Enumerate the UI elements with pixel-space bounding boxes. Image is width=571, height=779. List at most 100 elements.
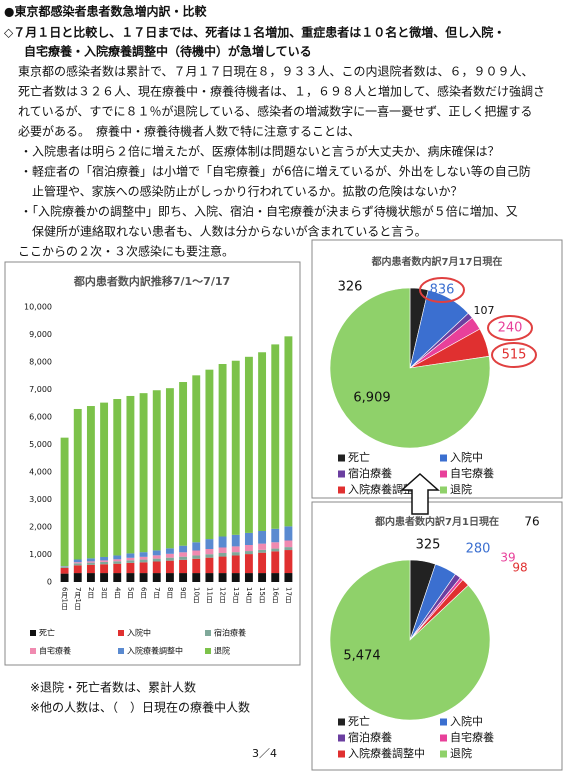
data-label: 98 [512,561,527,575]
x-tick-label: 3日 [100,587,108,600]
data-label: 76 [524,515,539,529]
summary: 自宅療養・入院療養調整中（待機中）が急増している [24,44,312,59]
bar-segment [113,555,122,560]
bar-segment [165,553,174,558]
bar-segment [258,549,267,553]
x-tick-label: 7日 [153,587,161,600]
y-tick-label: 6,000 [29,413,52,422]
bar-segment [258,573,267,582]
bar-segment [231,552,240,556]
legend-swatch [440,734,447,742]
x-tick-label: 14日 [245,587,253,604]
bar-segment [192,375,201,543]
bar-segment [258,543,267,550]
bar-segment [192,542,201,551]
bar-segment [218,547,227,553]
bar-segment [86,573,95,582]
bar-segment [231,360,240,535]
chart-title: 都内患者数内訳7月1日現在 [374,515,499,528]
note: ※退院・死亡者数は、累計人数 [30,680,196,695]
data-label: 326 [338,280,363,295]
y-tick-label: 10,000 [24,303,52,312]
bar-segment [100,556,109,561]
x-tick-label: 8日 [166,587,174,600]
bar-segment [179,382,188,546]
pie-slice [329,287,491,449]
bar-segment [73,562,82,564]
bar-segment [284,540,293,548]
bar-segment [126,553,135,558]
bar-segment [179,545,188,553]
bar-segment [86,564,95,574]
bar-segment [231,555,240,574]
bar-segment [205,573,214,582]
bar-segment [218,573,227,582]
bar-segment [192,550,201,556]
bar-segment [86,561,95,563]
highlight [419,277,465,303]
x-tick-label: 5日 [126,587,134,600]
bar-segment [231,534,240,547]
data-label: 39 [500,551,515,565]
legend-label: 宿泊療養 [348,730,392,744]
bar-segment [152,390,161,551]
bar-segment [139,556,148,560]
bar-segment [271,528,280,543]
legend-label: 入院療養調整中 [348,482,425,496]
bar-segment [231,573,240,582]
legend-label: 自宅療養 [39,646,71,656]
x-tick-label: 17日 [284,587,292,604]
bar-segment [86,406,95,559]
pie-slice [329,559,491,721]
bar-segment [244,545,253,552]
bar-segment [73,563,82,566]
x-tick-label: 4日 [113,587,121,600]
bar-segment [113,399,122,556]
bar-segment [152,555,161,559]
bar-segment [192,573,201,582]
bar-segment [205,539,214,549]
bar-segment [165,388,174,549]
bar-segment [258,352,267,531]
y-tick-label: 7,000 [29,385,52,394]
x-tick-label: 13日 [232,587,240,604]
chart-title: 都内患者数内訳7月17日現在 [371,255,503,268]
summary: ◇７月１日と比較し、１７日までは、死者は１名増加、重症患者は１０名と微増、但し入… [4,25,505,40]
bar-segment [60,573,69,582]
bar-segment [284,547,293,551]
bar-segment [126,562,135,574]
bullet-line: 保健所が連絡取れない患者も、人数は分からないが含まれていると言う。 [20,224,427,239]
y-tick-label: 2,000 [29,523,52,532]
legend-swatch [118,630,124,636]
legend-swatch [30,630,36,636]
bar-segment [100,573,109,582]
x-tick-label: 6日 [140,587,148,600]
bar-segment [205,369,214,540]
bar-segment [179,552,188,557]
y-tick-label: 5,000 [29,440,52,449]
bar-segment [258,552,267,574]
bar-segment [139,559,148,563]
legend-swatch [338,454,345,462]
bar-segment [231,546,240,553]
bar-segment [126,560,135,563]
bar-segment [60,567,69,568]
bar-segment [218,536,227,548]
bar-segment [60,567,69,574]
bar-segment [165,557,174,561]
bar-segment [244,554,253,574]
bar-segment [284,550,293,574]
bar-segment [244,551,253,555]
bar-segment [244,573,253,582]
bar-segment [205,557,214,574]
legend-swatch [118,648,124,654]
bar-segment [244,532,253,546]
bar-segment [139,573,148,582]
bar-segment [139,552,148,557]
bar-segment [100,560,109,562]
data-label: 240 [498,321,523,336]
x-tick-label: 11日 [205,587,213,604]
bar-segment [113,561,122,564]
bar-segment [179,559,188,574]
x-tick-label: 15日 [258,587,266,604]
